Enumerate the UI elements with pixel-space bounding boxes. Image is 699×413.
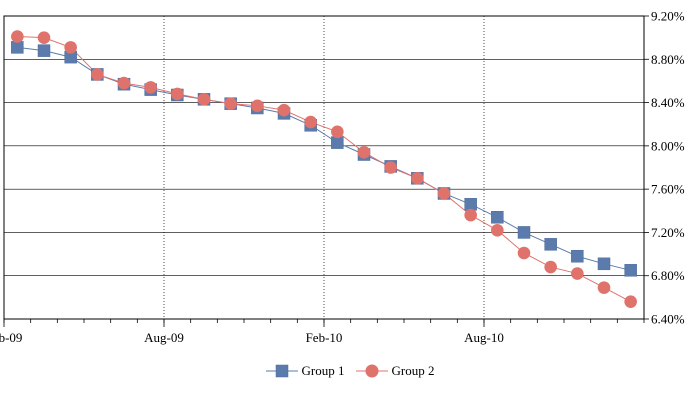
series-line-1 <box>17 46 631 271</box>
data-point-group-2 <box>304 115 317 129</box>
data-point-group-2 <box>464 208 477 222</box>
data-point-group-2 <box>277 103 291 117</box>
legend-item-group-1: Group 1 <box>265 363 345 379</box>
data-point-group-2 <box>11 30 24 43</box>
x-tick-label: Aug-10 <box>464 330 504 345</box>
data-point-group-2 <box>37 31 51 44</box>
data-point-group-2 <box>491 223 504 237</box>
chart-legend: Group 1 Group 2 <box>0 359 699 383</box>
square-marker-icon <box>265 364 298 378</box>
y-tick-label: 8.40% <box>651 95 685 110</box>
data-point-group-2 <box>144 81 157 94</box>
data-point-group-2 <box>331 125 344 139</box>
data-point-group-2 <box>571 267 584 280</box>
data-point-group-2 <box>357 146 371 159</box>
legend-label-group-2: Group 2 <box>391 363 435 378</box>
y-tick-label: 9.20% <box>651 9 685 24</box>
data-point-group-2 <box>117 76 131 90</box>
data-point-group-2 <box>597 281 611 294</box>
data-point-group-2 <box>384 161 397 174</box>
data-point-group-1 <box>37 44 51 57</box>
data-point-group-1 <box>331 136 344 149</box>
x-tick-label: Feb-09 <box>0 330 22 345</box>
data-point-group-1 <box>624 264 637 277</box>
legend-item-group-2: Group 2 <box>355 363 435 379</box>
x-tick-label: Feb-10 <box>306 330 343 345</box>
data-point-group-2 <box>411 172 424 185</box>
data-point-group-1 <box>464 198 477 211</box>
data-point-group-2 <box>624 295 637 308</box>
data-point-group-2 <box>437 187 451 200</box>
data-point-group-2 <box>517 246 531 260</box>
data-point-group-1 <box>517 226 531 239</box>
data-point-group-2 <box>64 41 77 54</box>
data-point-group-2 <box>544 260 557 274</box>
data-point-group-1 <box>571 249 584 263</box>
x-tick-label: Aug-09 <box>144 330 184 345</box>
y-tick-label: 6.80% <box>651 268 685 283</box>
data-point-group-2 <box>171 87 184 101</box>
data-point-group-2 <box>91 68 104 81</box>
y-tick-label: 8.80% <box>651 52 685 67</box>
legend-label-group-1: Group 1 <box>301 363 345 378</box>
data-point-group-2 <box>197 93 211 106</box>
data-point-group-1 <box>597 257 611 271</box>
data-point-group-1 <box>491 211 504 224</box>
y-tick-label: 7.20% <box>651 225 685 240</box>
y-tick-label: 6.40% <box>651 312 685 327</box>
data-point-group-1 <box>544 238 557 251</box>
y-tick-label: 7.60% <box>651 182 685 197</box>
y-tick-label: 8.00% <box>651 138 685 153</box>
data-point-group-1 <box>11 41 24 54</box>
circle-marker-icon <box>355 364 388 378</box>
data-point-group-2 <box>251 99 264 113</box>
data-point-group-2 <box>224 97 237 110</box>
